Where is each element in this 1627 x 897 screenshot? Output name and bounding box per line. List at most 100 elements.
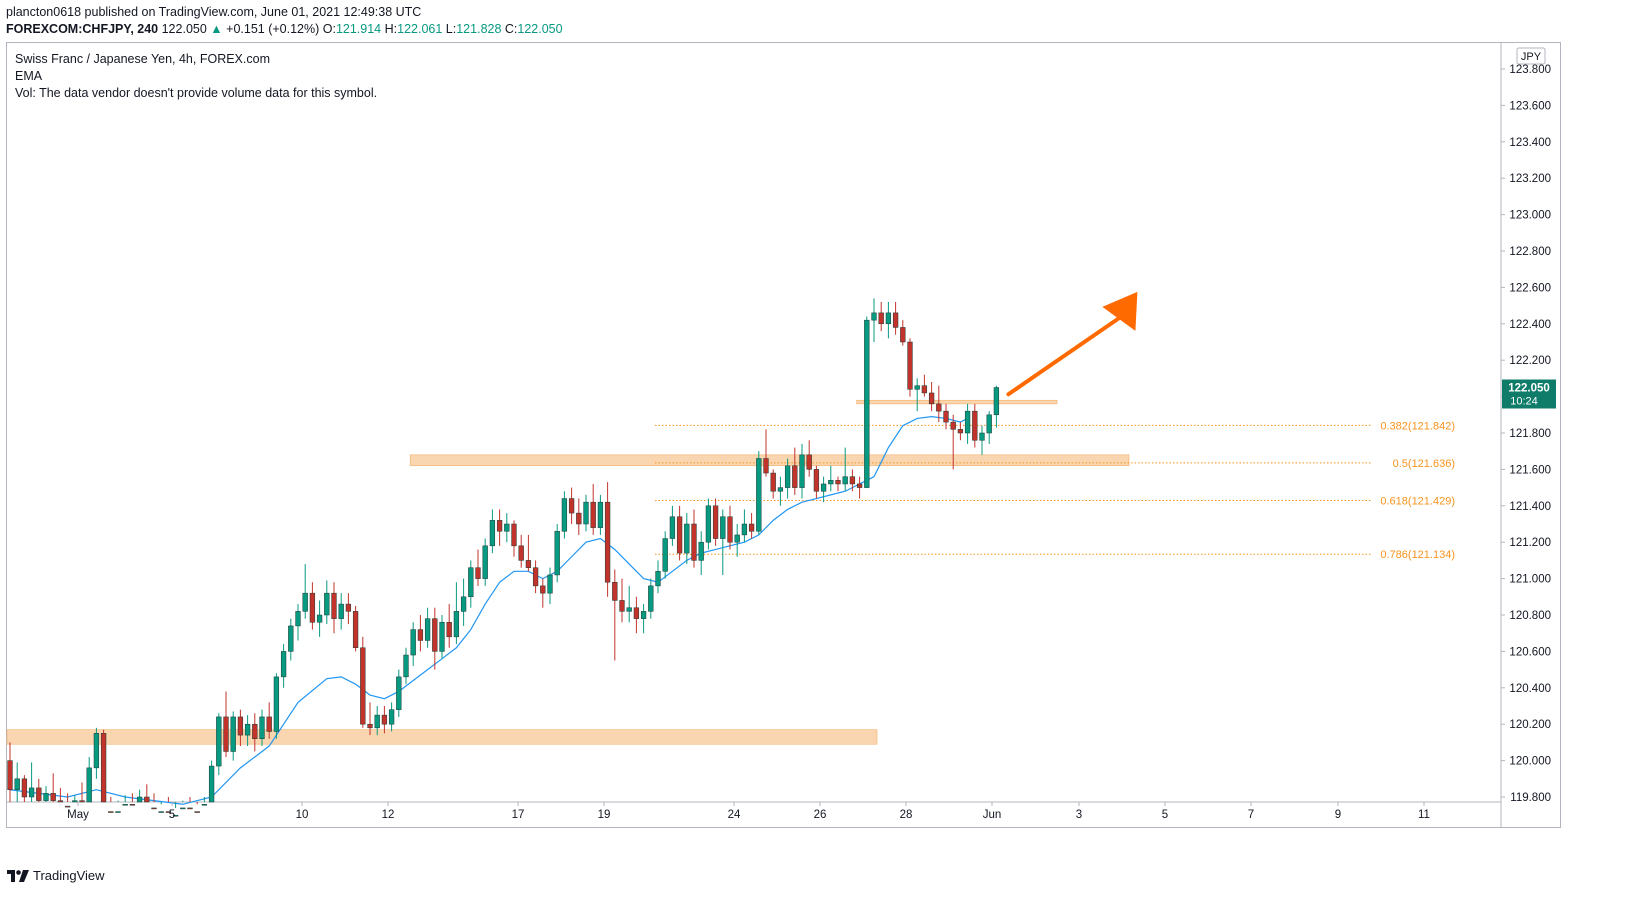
bullish-candle — [669, 516, 676, 539]
bullish-candle — [172, 814, 179, 817]
bearish-candle — [835, 480, 841, 485]
bullish-candle — [640, 611, 647, 619]
bullish-candle — [597, 501, 604, 528]
bearish-candle — [144, 796, 150, 803]
time-tick-label: 11 — [1418, 809, 1430, 821]
time-tick-label: 17 — [512, 809, 525, 821]
last-price: 122.050 — [161, 22, 207, 36]
low-value: 121.828 — [456, 22, 502, 36]
bullish-candle — [554, 531, 560, 576]
bullish-candle — [720, 516, 726, 539]
time-tick-label: May — [67, 809, 89, 821]
bullish-candle — [489, 520, 496, 547]
price-tick-label: 121.000 — [1509, 574, 1551, 586]
currency-badge — [1516, 47, 1546, 65]
bullish-candle — [914, 385, 920, 390]
bullish-candle — [662, 538, 668, 572]
bearish-candle — [345, 603, 352, 612]
bullish-candle — [230, 716, 236, 752]
time-tick-label: 26 — [814, 809, 827, 821]
bullish-candle — [741, 523, 748, 536]
price-tick-label: 119.800 — [1510, 792, 1551, 804]
bearish-candle — [518, 545, 524, 561]
bearish-candle — [475, 567, 481, 579]
bullish-candle — [871, 312, 877, 321]
bullish-candle — [424, 618, 431, 641]
bullish-candle — [208, 765, 215, 803]
bullish-candle — [115, 811, 121, 813]
bullish-candle — [698, 541, 704, 561]
low-label: L: — [445, 22, 457, 36]
bearish-candle — [446, 622, 452, 638]
up-arrow-icon — [1102, 291, 1138, 331]
bearish-candle — [576, 512, 582, 525]
legend-volume: Vol: The data vendor doesn't provide vol… — [15, 86, 378, 100]
up-triangle-icon: ▲ — [210, 22, 223, 36]
bearish-candle — [907, 341, 913, 390]
bearish-candle — [676, 516, 683, 554]
support-zone — [6, 729, 878, 745]
bullish-candle — [734, 534, 740, 543]
high-value: 122.061 — [397, 22, 443, 36]
bearish-candle — [727, 516, 733, 543]
symbol-label: FOREXCOM:CHFJPY, 240 — [6, 22, 159, 36]
legend-title: Swiss Franc / Japanese Yen, 4h, FOREX.co… — [15, 52, 270, 66]
bearish-candle — [367, 723, 373, 729]
time-tick-label: 9 — [1335, 809, 1341, 821]
bearish-candle — [352, 611, 359, 649]
bearish-candle — [856, 483, 863, 488]
bullish-candle — [756, 458, 762, 532]
bullish-candle — [410, 629, 416, 656]
bearish-candle — [619, 600, 625, 612]
bearish-candle — [763, 458, 769, 474]
footer-brand: TradingView — [33, 868, 105, 883]
ema-line — [9, 416, 968, 805]
time-tick-label: Jun — [983, 809, 1002, 821]
price-tick-label: 123.600 — [1509, 100, 1551, 112]
bullish-candle — [684, 523, 690, 554]
price-tick-label: 120.600 — [1509, 646, 1551, 658]
fib-level-label: 0.786(121.134) — [1380, 549, 1455, 561]
support-zone — [856, 399, 1058, 405]
up-arrow-shaft — [1006, 315, 1122, 397]
bullish-candle — [468, 567, 474, 598]
bullish-candle — [986, 414, 992, 434]
bullish-candle — [799, 454, 805, 488]
bullish-candle — [288, 625, 294, 652]
bullish-candle — [295, 611, 301, 627]
bullish-candle — [993, 387, 1000, 416]
chart-header: plancton0618 published on TradingView.co… — [6, 4, 563, 38]
bearish-candle — [770, 472, 776, 492]
bullish-candle — [842, 476, 848, 485]
bearish-candle — [309, 592, 316, 623]
bullish-candle — [388, 709, 395, 725]
close-value: 122.050 — [517, 22, 563, 36]
bullish-candle — [979, 432, 985, 441]
bullish-candle — [705, 505, 712, 543]
bearish-candle — [748, 523, 755, 532]
bearish-candle — [532, 567, 539, 587]
bullish-candle — [316, 614, 323, 623]
publish-info: plancton0618 published on TradingView.co… — [6, 5, 422, 19]
bullish-candle — [828, 480, 834, 485]
bullish-candle — [655, 571, 661, 587]
bearish-candle — [21, 778, 28, 798]
bearish-candle — [900, 327, 906, 343]
bullish-candle — [561, 498, 568, 532]
bearish-candle — [957, 429, 964, 434]
bearish-candle — [540, 585, 546, 594]
price-tick-label: 121.600 — [1509, 464, 1551, 476]
bullish-candle — [43, 793, 49, 801]
bearish-candle — [417, 629, 424, 641]
bullish-candle — [259, 716, 265, 740]
bullish-candle — [14, 778, 20, 790]
bearish-candle — [237, 716, 244, 736]
bearish-candle — [972, 410, 978, 441]
bearish-candle — [50, 793, 56, 801]
bearish-candle — [792, 465, 798, 488]
bearish-candle — [849, 476, 856, 485]
close-label: C: — [504, 22, 518, 36]
price-tick-label: 122.200 — [1509, 355, 1551, 367]
bearish-candle — [100, 733, 107, 803]
